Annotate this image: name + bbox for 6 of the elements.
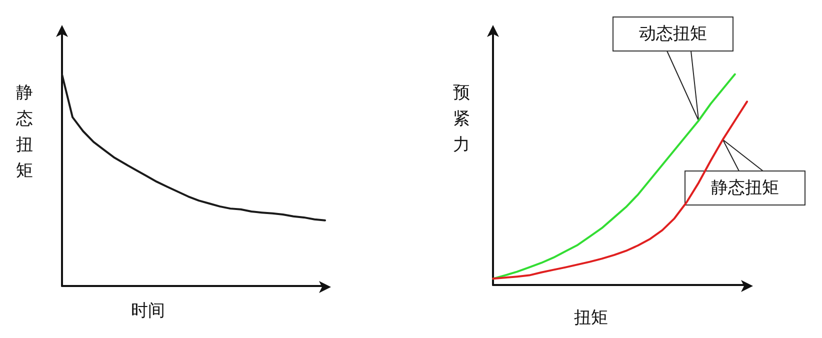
text: 动态扭矩 — [639, 24, 707, 44]
y-axis-title: 预紧力 — [453, 83, 470, 155]
x-axis-title: 时间 — [131, 301, 165, 321]
series-label: 静态扭矩 — [711, 178, 779, 198]
y-axis-title: 静态扭矩 — [15, 83, 33, 181]
x-axis-title: 扭矩 — [574, 308, 608, 328]
